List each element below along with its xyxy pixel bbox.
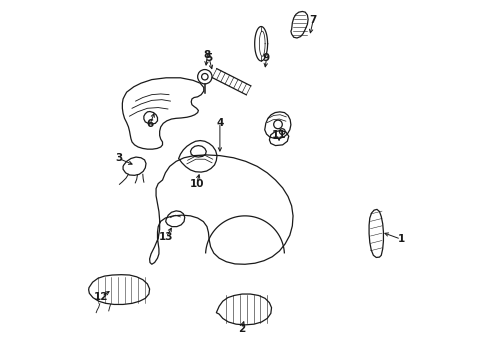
Text: 10: 10 — [189, 179, 204, 189]
Text: 9: 9 — [263, 53, 270, 63]
Text: 5: 5 — [205, 53, 213, 63]
Text: 12: 12 — [94, 292, 109, 302]
Text: 4: 4 — [216, 118, 223, 128]
Text: 8: 8 — [204, 50, 211, 60]
Text: 1: 1 — [397, 234, 405, 244]
Text: 3: 3 — [115, 153, 122, 163]
Text: 13: 13 — [159, 232, 173, 242]
Text: 2: 2 — [238, 324, 245, 334]
Text: 11: 11 — [272, 130, 286, 140]
Text: 6: 6 — [147, 120, 153, 129]
Text: 7: 7 — [310, 15, 317, 26]
